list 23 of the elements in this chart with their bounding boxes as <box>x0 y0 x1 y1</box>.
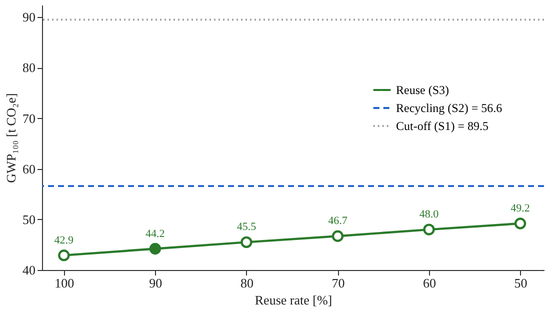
x-tick-label: 90 <box>149 276 162 290</box>
legend-label: Cut-off (S1) = 89.5 <box>396 119 489 133</box>
data-label: 49.2 <box>510 202 530 214</box>
data-label: 42.9 <box>54 234 74 246</box>
y-tick-label: 80 <box>22 60 36 76</box>
data-label: 48.0 <box>419 208 440 221</box>
y-axis-title: GWP₁₀₀ [t CO₂e] <box>4 93 18 183</box>
x-tick-label: 100 <box>54 276 74 290</box>
y-tick-label: 90 <box>22 10 36 25</box>
x-tick-label: 70 <box>332 276 345 290</box>
x-axis-title: Reuse rate [%] <box>254 292 332 308</box>
x-tick-label: 50 <box>514 276 528 290</box>
y-tick-label: 40 <box>22 262 36 278</box>
data-label: 44.2 <box>146 228 165 240</box>
legend-label: Reuse (S3) <box>396 83 449 97</box>
data-label: 46.7 <box>328 215 348 228</box>
y-tick-label: 60 <box>22 161 36 176</box>
data-label: 45.5 <box>236 221 257 234</box>
y-tick-label: 50 <box>22 212 36 227</box>
x-tick-label: 80 <box>240 276 254 290</box>
legend-label: Recycling (S2) = 56.6 <box>396 101 502 115</box>
y-tick-label: 70 <box>22 110 36 126</box>
x-tick-label: 60 <box>422 276 436 290</box>
